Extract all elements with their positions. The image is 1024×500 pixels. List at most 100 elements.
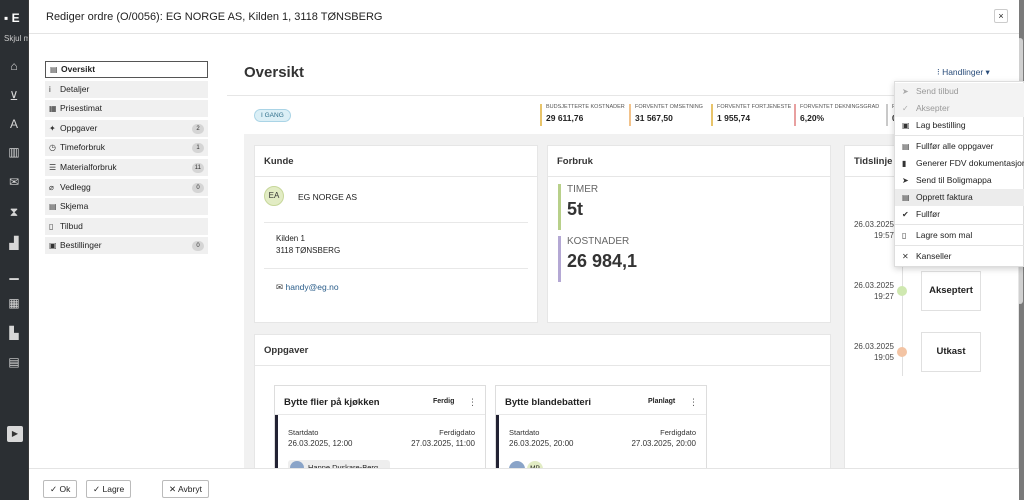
date: 26.03.2025 (853, 220, 894, 229)
mail-icon[interactable]: ✉ (8, 175, 20, 189)
nav-item-label: Tilbud (60, 220, 83, 231)
card-divider (255, 365, 830, 366)
chart-icon[interactable]: ▁ (9, 266, 19, 280)
sitemap-icon[interactable]: ▟ (9, 236, 19, 250)
task-status: Planlagt (648, 398, 676, 405)
nav-item-label: Oversikt (61, 64, 96, 74)
kebab-menu-icon[interactable]: ⋮ (468, 397, 477, 407)
usage-card: Forbruk TIMER 5t KOSTNADER 26 984,1 (547, 145, 831, 323)
kpi-value: 31 567,50 (635, 113, 673, 123)
page-title: Oversikt (244, 64, 305, 81)
home-icon[interactable]: ⌂ (10, 59, 18, 73)
menu-item-send-offer[interactable]: ➤ Send tilbud (895, 83, 1024, 100)
card-title: Forbruk (557, 156, 593, 167)
paperclip-icon: ⌀ (49, 182, 54, 192)
address-line-2: 3118 TØNSBERG (276, 246, 341, 255)
menu-item-cancel-order[interactable]: ✕ Kanseller (895, 248, 1024, 265)
task-status: Ferdig (433, 398, 455, 405)
ok-button[interactable]: ✓ Ok (43, 480, 78, 498)
timeline-date: 26.03.2025 19:27 (852, 280, 894, 302)
building-icon[interactable]: ▥ (8, 145, 20, 159)
time: 19:57 (873, 231, 894, 240)
book-icon: ▮ (902, 159, 907, 168)
menu-divider (895, 224, 1024, 225)
list-icon: ☰ (49, 162, 57, 172)
kpi-label: FORVENTET DEKNINGSGRAD (800, 104, 880, 110)
task-card[interactable]: Bytte blandebatteri Planlagt ⋮ Startdato… (495, 385, 707, 477)
timeline-dot (897, 286, 907, 296)
menu-item-accept[interactable]: ✓ Aksepter (895, 100, 1024, 117)
menu-item-complete-all-tasks[interactable]: ▤ Fullfør alle oppgaver (895, 138, 1024, 155)
count-badge: 11 (191, 162, 204, 173)
menu-divider (895, 245, 1024, 246)
customer-name: EG NORGE AS (298, 192, 358, 202)
customer-card: Kunde EA EG NORGE AS Kilden 1 3118 TØNSB… (254, 145, 538, 323)
nav-item-skjema[interactable]: ▤ Skjema (45, 198, 208, 216)
clipboard-icon: ▤ (902, 142, 910, 151)
check-circle-icon: ✔ (902, 210, 909, 219)
end-value: 27.03.2025, 11:00 (411, 439, 475, 448)
hide-menu-link[interactable]: Skjul m (4, 34, 28, 43)
kebab-menu-icon[interactable]: ⋮ (689, 397, 698, 407)
nav-item-label: Materialforbruk (60, 161, 117, 172)
actions-dropdown-toggle[interactable]: ⁝ Handlinger ▾ (937, 67, 990, 77)
cancel-button[interactable]: ✕ Avbryt (162, 480, 209, 498)
nav-item-oppgaver[interactable]: ✦ Oppgaver 2 (45, 119, 208, 137)
send-icon: ➤ (902, 176, 909, 185)
text-icon[interactable]: A (9, 117, 18, 131)
truck-icon[interactable]: ▙ (9, 326, 19, 340)
clipboard-icon[interactable]: ▤ (8, 355, 20, 369)
nav-item-vedlegg[interactable]: ⌀ Vedlegg 0 (45, 178, 208, 196)
menu-item-complete[interactable]: ✔ Fullfør (895, 206, 1024, 223)
menu-item-create-order[interactable]: ▣ Lag bestilling (895, 117, 1024, 134)
calculator-icon[interactable]: ▦ (8, 296, 20, 310)
nav-item-label: Skjema (60, 201, 89, 212)
menu-label: Send til Boligmappa (916, 175, 992, 185)
nav-item-timeforbruk[interactable]: ◷ Timeforbruk 1 (45, 139, 208, 157)
timeline-line (902, 186, 903, 376)
edit-order-modal: Rediger ordre (O/0056): EG NORGE AS, Kil… (29, 0, 1019, 500)
divider (496, 414, 706, 415)
timeline-date: 26.03.2025 19:57 (852, 219, 894, 241)
kpi-expected-revenue: FORVENTET OMSETNING 31 567,50 (629, 104, 703, 126)
pin-icon: ✦ (49, 123, 56, 133)
briefcase-icon: ▣ (49, 241, 57, 251)
task-card[interactable]: Bytte flier på kjøkken Ferdig ⋮ Startdat… (274, 385, 486, 476)
close-button[interactable]: × (994, 9, 1008, 23)
address-line-1: Kilden 1 (276, 234, 305, 243)
divider (275, 414, 485, 415)
card-title: Tidslinje (854, 156, 893, 167)
hours-metric: TIMER 5t (558, 184, 598, 230)
save-button[interactable]: ✓ Lagre (86, 480, 132, 498)
kpi-label: FORVENTET OMSETNING (635, 104, 703, 110)
menu-item-generate-fdv[interactable]: ▮ Generer FDV dokumentasjon (895, 155, 1024, 172)
cart-icon[interactable]: ⊻ (9, 89, 19, 103)
invoice-icon: ▤ (902, 193, 910, 202)
nav-item-oversikt[interactable]: ▤ Oversikt (45, 61, 208, 78)
menu-item-send-boligmappa[interactable]: ➤ Send til Boligmappa (895, 172, 1024, 189)
kpi-value: 1 955,74 (717, 113, 751, 123)
kpi-value: 6,20% (800, 113, 825, 123)
start-value: 26.03.2025, 12:00 (288, 439, 353, 448)
nav-item-bestillinger[interactable]: ▣ Bestillinger 0 (45, 237, 208, 255)
menu-item-create-invoice[interactable]: ▤ Opprett faktura (895, 189, 1024, 206)
close-icon: ✕ (902, 252, 909, 261)
start-label: Startdato (288, 428, 319, 437)
count-badge: 0 (192, 241, 204, 252)
menu-label: Fullfør alle oppgaver (916, 141, 994, 151)
nav-item-detaljer[interactable]: i Detaljer (45, 80, 208, 98)
task-title: Bytte blandebatteri (505, 397, 592, 408)
nav-item-tilbud[interactable]: ▯ Tilbud (45, 217, 208, 235)
nav-item-materialforbruk[interactable]: ☰ Materialforbruk 11 (45, 158, 208, 176)
header-divider (227, 95, 1019, 96)
start-value: 26.03.2025, 20:00 (509, 439, 574, 448)
nav-item-prisestimat[interactable]: ▦ Prisestimat (45, 100, 208, 118)
hourglass-icon[interactable]: ⧗ (9, 205, 19, 219)
kpi-budgeted-costs: BUDSJETTERTE KOSTNADER 29 611,76 (540, 104, 625, 126)
timeline-status-box: Utkast (921, 332, 981, 372)
kpi-value: 29 611,76 (546, 113, 584, 123)
expand-sidebar-icon[interactable]: ▶ (7, 426, 23, 442)
email-link[interactable]: ✉ handy@eg.no (276, 282, 339, 293)
menu-item-save-template[interactable]: ▯ Lagre som mal (895, 227, 1024, 244)
info-icon: i (49, 84, 51, 94)
